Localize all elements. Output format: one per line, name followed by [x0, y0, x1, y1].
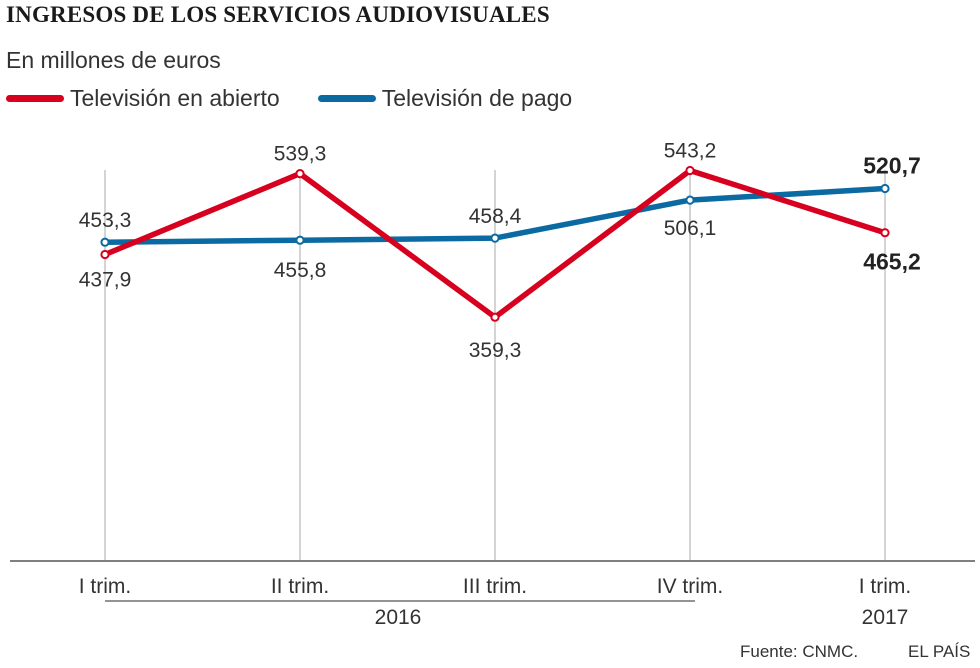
point-pay-tv-1	[295, 235, 305, 245]
chart-title: INGRESOS DE LOS SERVICIOS AUDIOVISUALES	[6, 2, 550, 27]
point-open-tv-2	[490, 312, 500, 322]
legend-label-open-tv: Televisión en abierto	[70, 84, 280, 111]
data-label-pay-tv-0: 453,3	[79, 209, 132, 232]
data-label-open-tv-4: 465,2	[863, 249, 921, 275]
point-open-tv-4	[880, 228, 890, 238]
x-tick-label-3: IV trim.	[657, 575, 724, 598]
data-label-pay-tv-3: 506,1	[664, 217, 717, 240]
legend-label-pay-tv: Televisión de pago	[381, 84, 573, 111]
point-pay-tv-3	[685, 195, 695, 205]
data-label-open-tv-2: 359,3	[469, 339, 522, 362]
point-pay-tv-0	[100, 237, 110, 247]
data-label-open-tv-0: 437,9	[79, 269, 132, 292]
data-label-pay-tv-2: 458,4	[469, 205, 522, 228]
point-open-tv-0	[100, 249, 110, 260]
brand-label: EL PAÍS	[908, 642, 971, 661]
point-pay-tv-2	[490, 233, 500, 243]
data-label-open-tv-1: 539,3	[274, 143, 327, 166]
year-label-2016: 2016	[375, 606, 422, 629]
legend-item-pay-tv: Televisión de pago	[317, 84, 573, 112]
legend-swatch-open-tv	[6, 94, 64, 102]
source-note: Fuente: CNMC.	[740, 642, 859, 661]
data-label-open-tv-3: 543,2	[664, 140, 717, 163]
x-tick-label-2: III trim.	[463, 575, 527, 598]
point-pay-tv-4	[880, 183, 890, 194]
point-open-tv-3	[685, 165, 695, 176]
data-label-pay-tv-1: 455,8	[274, 259, 327, 282]
chart-subtitle: En millones de euros	[6, 47, 221, 73]
data-label-pay-tv-4: 520,7	[863, 153, 921, 179]
year-label-2017: 2017	[862, 606, 909, 629]
chart-legend: Televisión en abierto Televisión de pago	[6, 83, 610, 113]
legend-item-open-tv: Televisión en abierto	[6, 85, 280, 112]
x-tick-label-0: I trim.	[79, 575, 132, 598]
x-tick-label-4: I trim.	[859, 575, 912, 598]
legend-swatch-pay-tv	[317, 94, 376, 102]
x-tick-label-1: II trim.	[271, 575, 329, 598]
point-open-tv-1	[295, 169, 305, 179]
